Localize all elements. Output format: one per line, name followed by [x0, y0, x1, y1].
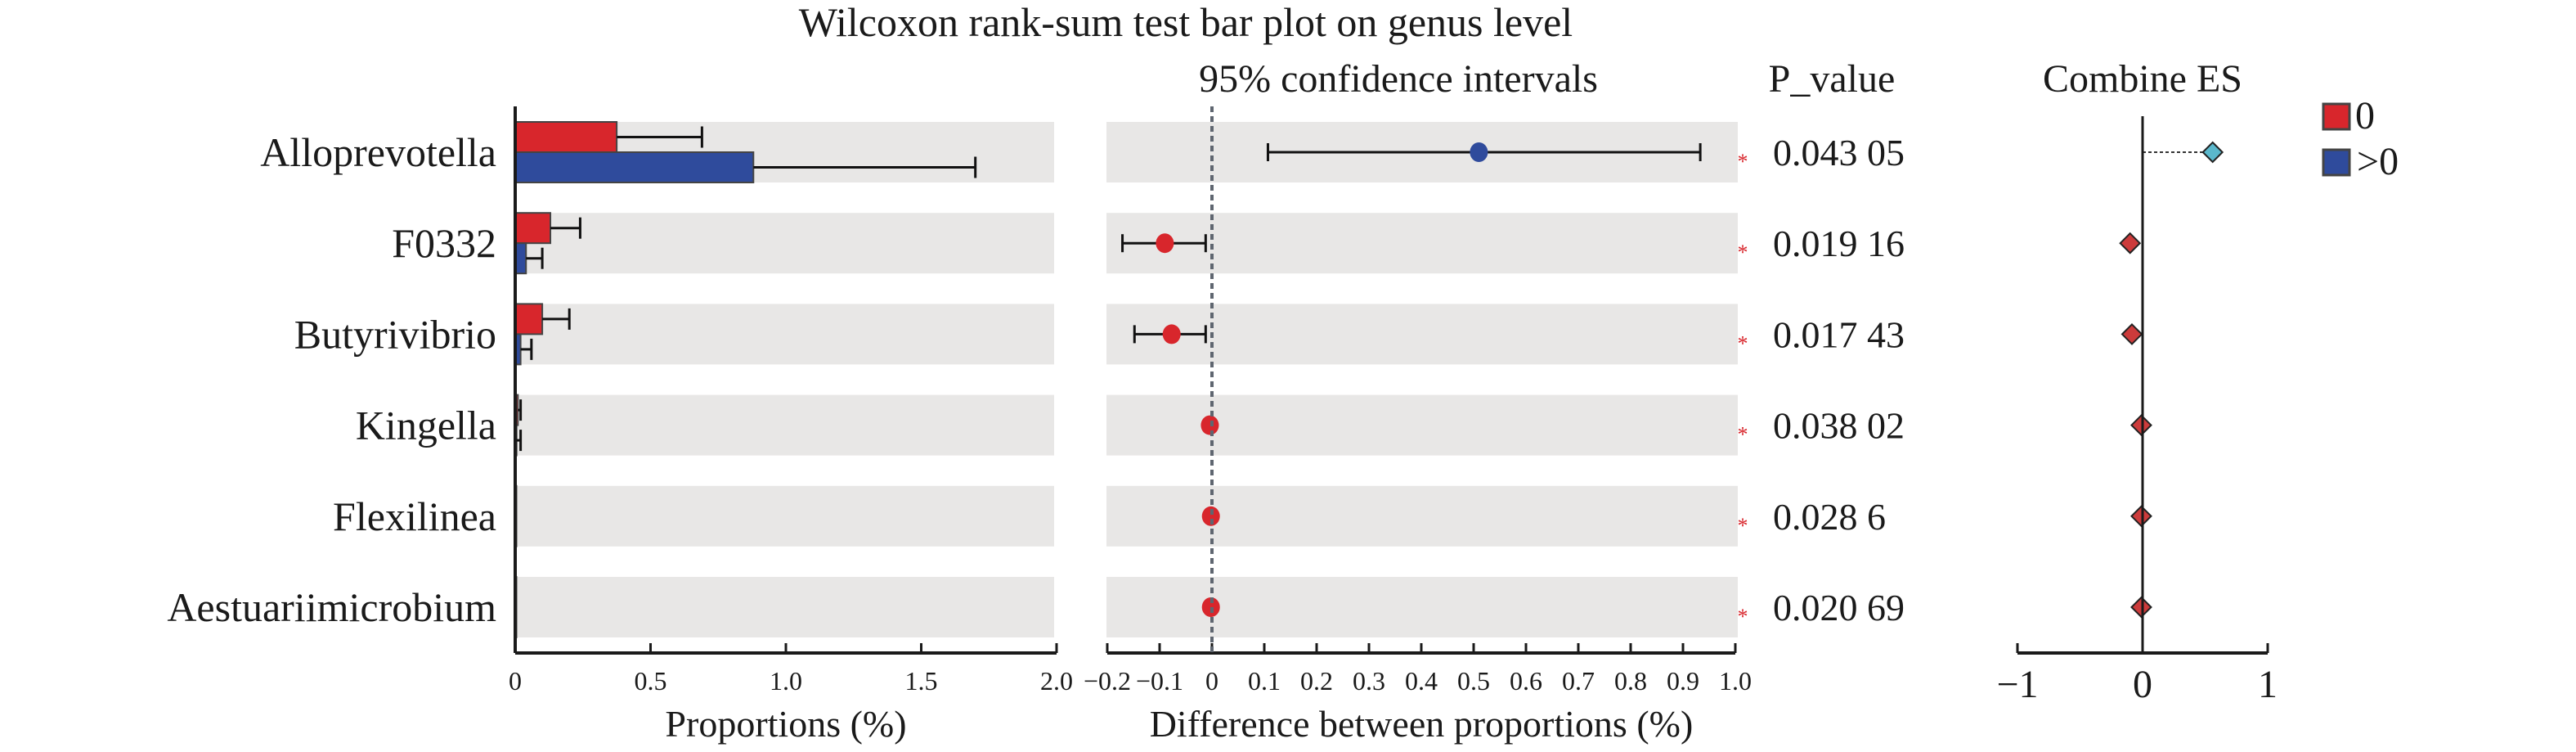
ci-estimate-point — [1162, 324, 1181, 344]
significance-star: * — [1738, 514, 1748, 538]
ci-band — [1106, 577, 1738, 637]
proportion-band — [515, 394, 1054, 456]
bar-group-0 — [514, 212, 552, 245]
proportions-tick-label: 0 — [509, 666, 522, 696]
es-diamond — [2119, 232, 2142, 254]
ci-tick-label: 0.1 — [1248, 666, 1281, 696]
bar-group-gt0 — [514, 151, 755, 183]
p-value: 0.043 05 — [1773, 132, 1905, 173]
proportion-band — [515, 304, 1054, 365]
ci-tick-label: 0.6 — [1510, 666, 1542, 696]
es-panel-header: Combine ES — [2043, 57, 2242, 101]
legend: 0 >0 — [2322, 94, 2399, 183]
proportion-bars — [514, 121, 977, 638]
es-tick-label: 1 — [2258, 663, 2278, 706]
ci-band — [1106, 485, 1738, 547]
ci-estimate-point — [1201, 506, 1220, 526]
proportion-band — [515, 485, 1054, 547]
ci-tick-label: −0.2 — [1084, 666, 1131, 696]
significance-star: * — [1738, 605, 1748, 628]
proportion-band — [515, 577, 1054, 637]
es-diamond — [2130, 414, 2152, 437]
row-label: Butyrivibrio — [294, 311, 496, 357]
es-tick-label: 0 — [2133, 663, 2152, 706]
p-value-header: P_value — [1769, 57, 1896, 101]
ci-tick-label: 0.7 — [1562, 666, 1595, 696]
significance-star: * — [1738, 150, 1748, 173]
axes: 0 0.5 1.0 1.5 2.0 −0.2 −0.1 0 0.1 0.2 0.3 0.4 0.5 0.6… — [509, 106, 2278, 706]
legend-label-gt0: >0 — [2357, 140, 2399, 183]
proportions-tick-label: 1.5 — [905, 666, 938, 696]
ci-tick-label: −0.1 — [1136, 666, 1183, 696]
ci-estimate-point — [1200, 415, 1219, 435]
row-label: Aestuariimicrobium — [167, 584, 496, 630]
proportions-tick-label: 2.0 — [1040, 666, 1073, 696]
ci-x-axis-title: Difference between proportions (%) — [1150, 703, 1694, 745]
ci-band — [1106, 213, 1738, 274]
significance-star: * — [1738, 241, 1748, 264]
es-diamond — [2201, 141, 2224, 164]
row-label: Flexilinea — [333, 493, 496, 539]
chart-title: Wilcoxon rank-sum test bar plot on genus… — [799, 0, 1573, 45]
ci-tick-label: 0.8 — [1614, 666, 1647, 696]
row-labels: Alloprevotella F0332 Butyrivibrio Kingella F… — [167, 129, 496, 630]
proportions-x-axis-title: Proportions (%) — [665, 703, 906, 745]
es-diamond — [2130, 596, 2152, 619]
p-value-column: * 0.043 05 * 0.019 16 * 0.017 43 * 0.038 02 * 0.0… — [1738, 132, 1905, 628]
effect-size-marks — [2119, 141, 2224, 619]
es-diamond — [2120, 322, 2143, 345]
ci-estimate-point — [1470, 142, 1488, 162]
legend-swatch-gt0 — [2322, 148, 2351, 177]
es-diamond — [2130, 505, 2152, 528]
significance-star: * — [1738, 331, 1748, 355]
proportions-tick-label: 0.5 — [635, 666, 667, 696]
row-label: F0332 — [392, 220, 496, 266]
bar-group-0 — [514, 121, 618, 153]
row-label: Kingella — [356, 403, 496, 448]
ci-tick-label: 0.3 — [1353, 666, 1385, 696]
ci-tick-label: 0 — [1205, 666, 1218, 696]
p-value: 0.019 16 — [1773, 223, 1905, 264]
ci-tick-label: 0.5 — [1457, 666, 1490, 696]
ci-tick-label: 1.0 — [1719, 666, 1752, 696]
legend-swatch-0 — [2322, 102, 2351, 131]
proportions-tick-label: 1.0 — [770, 666, 802, 696]
p-value: 0.020 69 — [1773, 587, 1905, 628]
es-tick-label: −1 — [1996, 663, 2038, 706]
legend-label-0: 0 — [2355, 94, 2375, 137]
row-label: Alloprevotella — [260, 129, 496, 175]
ci-panel-header: 95% confidence intervals — [1199, 57, 1598, 101]
p-value: 0.038 02 — [1773, 405, 1905, 447]
p-value: 0.028 6 — [1773, 496, 1886, 538]
ci-tick-label: 0.4 — [1405, 666, 1438, 696]
ci-marks — [1121, 142, 1702, 617]
ci-tick-label: 0.9 — [1667, 666, 1699, 696]
proportion-band — [515, 213, 1054, 274]
background-bands — [515, 122, 1738, 637]
bar-group-0 — [514, 303, 544, 335]
p-value: 0.017 43 — [1773, 313, 1905, 355]
ci-estimate-point — [1156, 233, 1174, 254]
ci-tick-label: 0.2 — [1300, 666, 1333, 696]
significance-star: * — [1738, 423, 1748, 447]
